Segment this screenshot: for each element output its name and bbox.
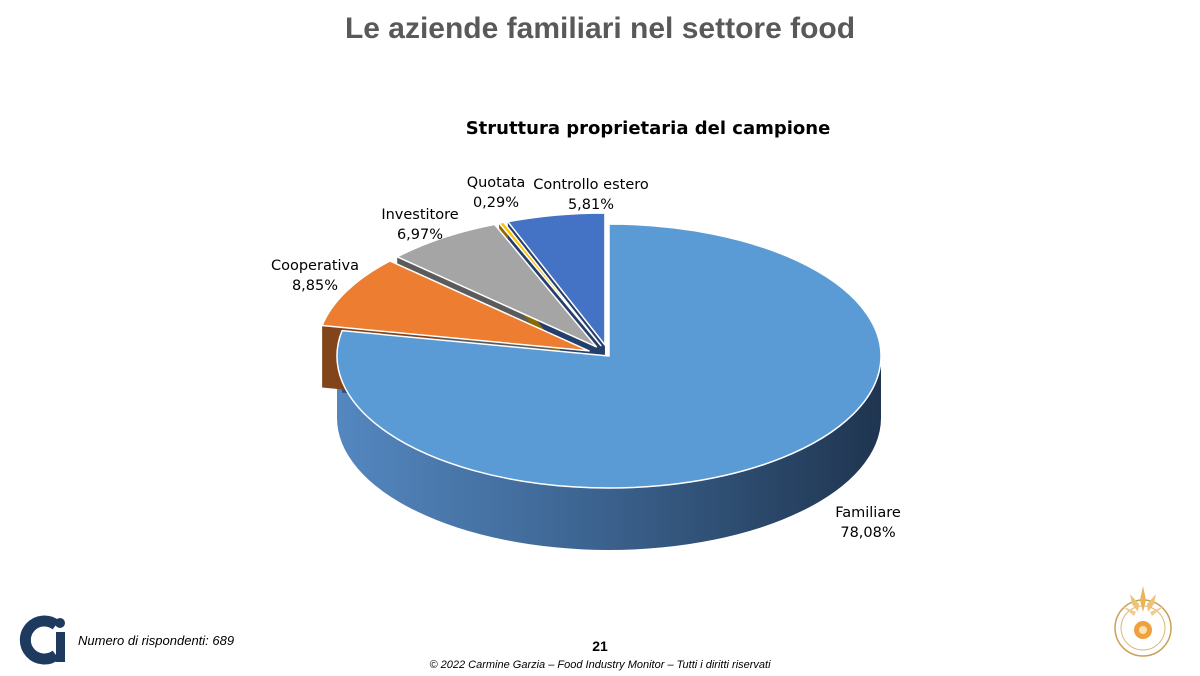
slice-label-name: Controllo estero <box>533 177 649 193</box>
slice-label-name: Quotata <box>466 175 526 191</box>
slice-label-controllo-estero: Controllo estero 5,81% <box>526 175 656 215</box>
respondents-note: Numero di rispondenti: 689 <box>78 633 235 648</box>
slice-label-quotata: Quotata 0,29% <box>456 173 536 213</box>
slice-label-value: 6,97% <box>396 227 444 243</box>
slice-label-value: 0,29% <box>472 195 520 211</box>
copyright-notice: © 2022 Carmine Garzia – Food Industry Mo… <box>429 659 771 671</box>
slice-label-name: Familiare <box>835 505 901 521</box>
pie-slice-quotata <box>498 221 602 347</box>
pie-slice-controllo-estero <box>507 212 606 346</box>
slice-label-cooperativa: Cooperativa 8,85% <box>260 256 370 296</box>
slide-title: Le aziende familiari nel settore food <box>344 12 856 45</box>
slice-label-value: 5,81% <box>567 197 615 213</box>
pie-slice-familiare <box>336 223 882 489</box>
slice-label-name: Investitore <box>381 207 459 223</box>
slice-label-familiare: Familiare 78,08% <box>818 503 918 543</box>
page-number: 21 <box>592 638 608 654</box>
slice-label-value: 8,85% <box>291 278 339 294</box>
slice-label-value: 78,08% <box>840 525 896 541</box>
slice-label-investitore: Investitore 6,97% <box>370 205 470 245</box>
university-seal-icon <box>1114 586 1172 657</box>
pie-slice-side-familiare <box>337 356 881 550</box>
pie-slice-cooperativa <box>321 260 590 352</box>
ci-logo-icon <box>19 615 65 665</box>
pie-slice-investitore <box>396 223 598 348</box>
slice-label-name: Cooperativa <box>270 258 360 274</box>
chart-title: Struttura proprietaria del campione <box>465 118 831 139</box>
